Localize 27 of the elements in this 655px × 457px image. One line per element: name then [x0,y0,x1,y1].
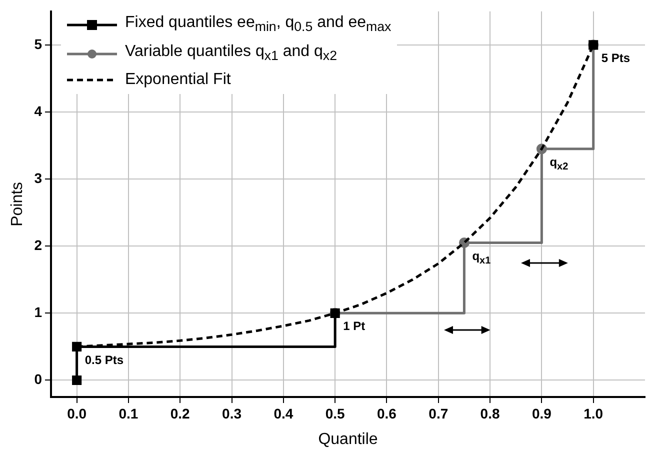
annotation: 0.5 Pts [84,352,124,367]
y-tick-label: 3 [34,170,42,186]
x-tick-label: 0.7 [428,405,448,422]
x-tick-label: 0.4 [274,405,294,422]
annotation: 1 Pt [343,319,366,334]
y-tick-label: 4 [34,102,42,119]
y-tick-label: 2 [34,236,42,253]
y-tick-label: 5 [34,36,42,52]
legend-label: Fixed quantiles ee$_{min}$, q$_{0.5}$ and ee$_{max}$ [124,13,392,37]
x-tick-label: 0.1 [118,405,138,422]
legend-label: Variable quantiles q$_{x1}$ and q$_{x2}$ [124,42,337,65]
x-tick-label: 0.5 [325,405,346,422]
x-tick-label: 0.6 [377,405,397,422]
y-axis-title: Points [9,182,26,226]
annotation: q$_{x1}$ [472,248,491,266]
x-tick-label: 0.0 [67,405,87,422]
legend-label: Exponential Fit [124,70,231,90]
x-tick-label: 0.8 [480,405,500,422]
y-tick-label: 1 [34,304,42,320]
x-tick-label: 0.9 [532,405,552,422]
y-tick-label: 0 [34,371,42,388]
x-axis-title: Quantile [318,430,378,448]
annotation: 5 Pts [601,50,630,65]
x-tick-label: 1.0 [584,405,604,422]
x-tick-label: 0.2 [170,405,190,422]
x-tick-label: 0.3 [222,405,242,422]
annotation: q$_{x2}$ [550,154,568,172]
